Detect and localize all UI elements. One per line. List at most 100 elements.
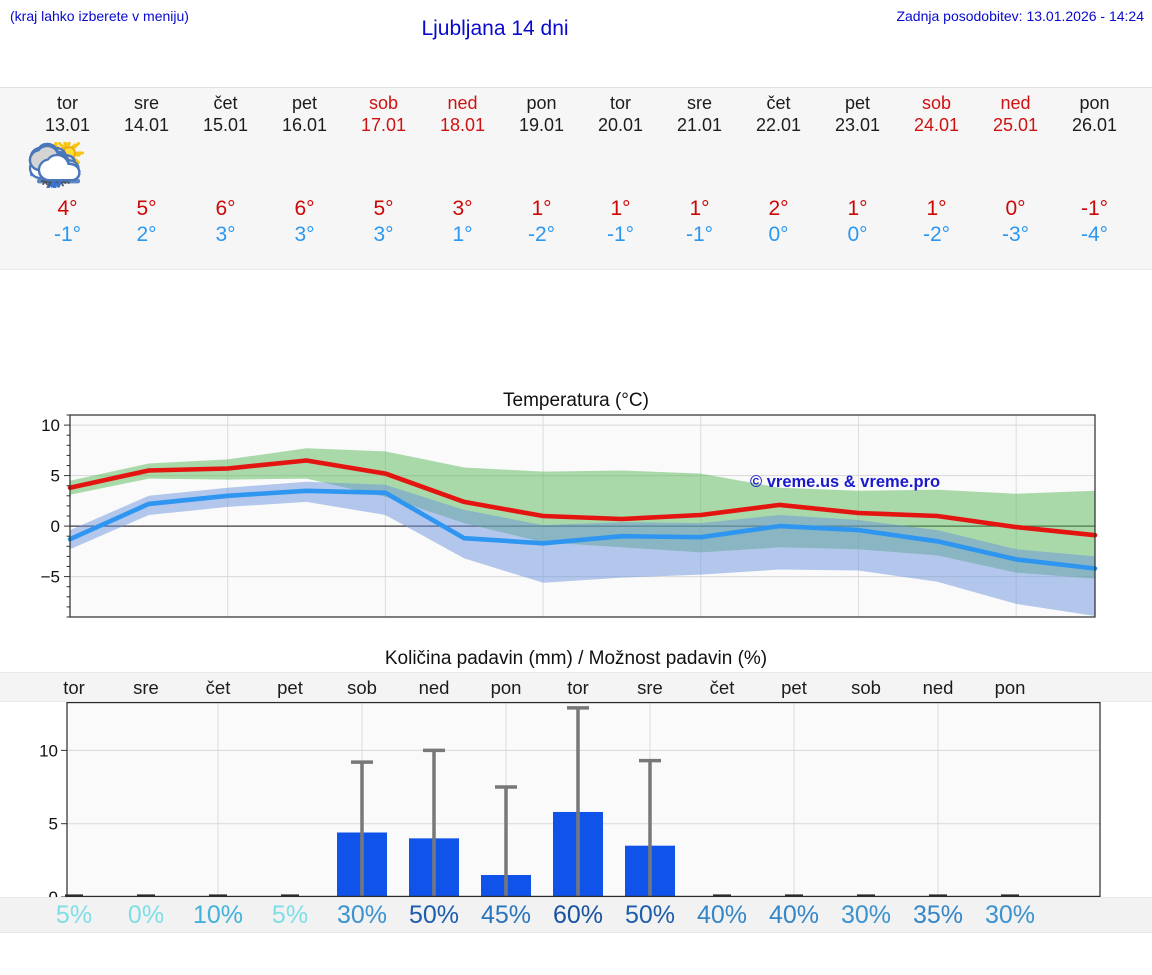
- temp-max: 3°: [452, 197, 473, 220]
- cloudy-icon: [28, 139, 897, 191]
- precip-probability: 30%: [336, 901, 388, 929]
- precip-day-label: ned: [922, 677, 954, 698]
- temp-min: -4°: [1080, 223, 1109, 246]
- forecast-day[interactable]: tor 20.01 1° -1°: [29, 92, 660, 248]
- precip-probability: 35%: [912, 901, 964, 929]
- precip-zero-mark: [137, 894, 155, 897]
- day-name: pon: [1079, 93, 1110, 113]
- day-date: 24.01: [913, 115, 960, 135]
- temp-max: 5°: [373, 197, 394, 220]
- forecast-strip: tor 13.01 4° -1° sre 14.01 5° 2° čet 15.…: [0, 87, 1152, 270]
- temp-max: 5°: [136, 197, 157, 220]
- precip-day-label: ned: [418, 677, 450, 698]
- last-updated: Zadnja posodobitev: 13.01.2026 - 14:24: [896, 8, 1144, 24]
- precip-probability: 50%: [408, 901, 460, 929]
- forecast-day[interactable]: pon 19.01 1° -2°: [29, 92, 581, 248]
- day-name: sob: [368, 93, 399, 113]
- precip-probability: 0%: [127, 901, 165, 929]
- day-date: 18.01: [439, 115, 486, 135]
- forecast-day[interactable]: sre 14.01 5° 2°: [29, 92, 186, 248]
- max-temperature-line: [67, 458, 1098, 538]
- precip-day-label: čet: [709, 677, 735, 698]
- temp-min: 3°: [294, 223, 315, 246]
- forecast-day[interactable]: čet 22.01 2° 0°: [28, 92, 818, 248]
- precip-probability: 5%: [271, 901, 309, 929]
- precip-probability: 60%: [552, 901, 604, 929]
- precip-day-label: sob: [347, 677, 377, 698]
- temp-max: 1°: [531, 197, 552, 220]
- day-date: 15.01: [202, 115, 249, 135]
- precip-day-label: tor: [567, 677, 589, 698]
- cloudy-icon: [28, 139, 976, 191]
- day-date: 23.01: [834, 115, 881, 135]
- precip-day-label: pet: [277, 677, 303, 698]
- forecast-day[interactable]: ned 18.01 3° 1°: [29, 92, 502, 248]
- sun-fog-icon: [30, 139, 344, 191]
- temperature-chart: 10 5 0 −5 © vreme.us & vreme.pro: [41, 414, 1098, 618]
- temp-min: 0°: [847, 223, 868, 246]
- forecast-day[interactable]: sob 17.01 5° 3°: [28, 92, 423, 248]
- page-title: Ljubljana 14 dni: [421, 17, 569, 40]
- precip-chart-title: Količina padavin (mm) / Možnost padavin …: [384, 648, 768, 669]
- precip-day-label: pon: [994, 677, 1026, 698]
- temp-min: 1°: [452, 223, 473, 246]
- cloudy-icon: [28, 139, 1134, 191]
- precip-probability: 10%: [192, 901, 244, 929]
- day-name: čet: [213, 93, 238, 113]
- precip-zero-mark: [929, 894, 947, 897]
- precip-day-label: sre: [637, 677, 663, 698]
- forecast-day[interactable]: sob 24.01 1° -2°: [28, 92, 976, 248]
- forecast-day[interactable]: čet 15.01 6° 3°: [30, 92, 265, 248]
- forecast-day[interactable]: pet 16.01 6° 3°: [30, 92, 344, 248]
- temp-ytick: 5: [51, 467, 60, 486]
- temp-max: 6°: [294, 197, 315, 220]
- precip-ytick: 10: [39, 741, 58, 760]
- temp-max: 1°: [847, 197, 868, 220]
- precip-probability-band: 5% 0% 10% 5% 30% 50% 45% 60% 50% 40% 40% 30% 35% 30%: [0, 897, 1152, 933]
- precip-day-label: čet: [205, 677, 231, 698]
- precip-probability: 40%: [768, 901, 820, 929]
- forecast-day-grid: tor 13.01 4° -1° sre 14.01 5° 2° čet 15.…: [28, 92, 1134, 248]
- forecast-day[interactable]: sre 21.01 1° -1°: [29, 92, 739, 248]
- temp-min: 2°: [136, 223, 157, 246]
- temp-max: 0°: [1005, 197, 1026, 220]
- precip-day-label: pon: [490, 677, 522, 698]
- temp-max: 6°: [215, 197, 236, 220]
- forecast-day[interactable]: pon 26.01 -1° -4°: [28, 92, 1134, 248]
- snow-icon: [29, 139, 581, 191]
- day-name: sre: [686, 93, 712, 113]
- temp-min: -1°: [53, 223, 82, 246]
- sleet-icon: [29, 139, 739, 191]
- location-hint: (kraj lahko izberete v meniju): [10, 8, 189, 24]
- day-name: tor: [609, 93, 631, 113]
- day-name: pet: [291, 93, 318, 113]
- precip-day-label: pet: [781, 677, 807, 698]
- day-date: 13.01: [44, 115, 91, 135]
- day-name: ned: [1000, 93, 1031, 113]
- precip-zero-mark: [209, 894, 227, 897]
- precip-zero-mark: [65, 894, 83, 897]
- min-temp-range: [70, 481, 1095, 616]
- sleet-icon: [29, 139, 660, 191]
- precip-zero-mark: [281, 894, 299, 897]
- temp-ytick: 0: [51, 517, 60, 536]
- partly-sunny-icon: [29, 139, 186, 191]
- day-name: čet: [766, 93, 791, 113]
- precip-probability: 5%: [55, 901, 93, 929]
- precip-zero-mark: [857, 894, 875, 897]
- precip-probability: 40%: [696, 901, 748, 929]
- temp-min: -2°: [922, 223, 951, 246]
- min-temperature-line: [67, 488, 1098, 571]
- day-name: ned: [447, 93, 478, 113]
- precip-zero-mark: [1001, 894, 1019, 897]
- temp-min: 3°: [215, 223, 236, 246]
- temp-ytick: 10: [41, 416, 60, 435]
- precip-probability-labels: 5% 0% 10% 5% 30% 50% 45% 60% 50% 40% 40% 30% 35% 30%: [38, 898, 1046, 933]
- temp-min: -1°: [685, 223, 714, 246]
- forecast-day[interactable]: ned 25.01 0° -3°: [28, 92, 1055, 248]
- precip-probability: 30%: [840, 901, 892, 929]
- precip-day-label: sre: [133, 677, 159, 698]
- temp-max: 1°: [610, 197, 631, 220]
- forecast-day[interactable]: pet 23.01 1° 0°: [28, 92, 897, 248]
- sun-rain-icon: [28, 139, 423, 191]
